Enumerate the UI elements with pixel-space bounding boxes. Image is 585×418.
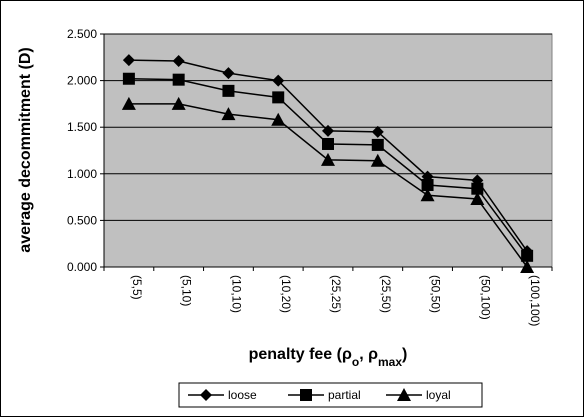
- legend-marker-loose: [200, 389, 212, 401]
- x-tick-label-3: (10,20): [279, 275, 293, 313]
- point-partial-8: [521, 249, 534, 262]
- legend-marker-partial: [300, 389, 312, 401]
- point-loyal-5: [370, 153, 385, 167]
- legend-box: [178, 382, 483, 408]
- point-loyal-1: [171, 96, 186, 110]
- legend-label-loose: loose: [228, 388, 257, 402]
- y-tick-label-0: 0.000: [67, 260, 97, 274]
- y-axis-title: average decommitment (D): [17, 47, 34, 252]
- x-tick-label-4: (25,25): [329, 275, 343, 313]
- point-loose-1: [172, 55, 185, 68]
- x-tick-label-6: (50,50): [429, 275, 443, 313]
- point-loyal-4: [321, 152, 335, 166]
- x-tick-label-0: (5,5): [130, 275, 144, 300]
- x-tick-label-2: (10,10): [229, 275, 243, 313]
- point-partial-1: [172, 73, 185, 86]
- y-tick-labels: 0.000 0.500 1.000 1.500 2.000 2.500: [67, 27, 97, 274]
- point-loose-3: [272, 74, 285, 87]
- point-loose-0: [122, 54, 135, 67]
- y-tick-label-1: 0.500: [67, 213, 97, 227]
- y-tick-label-4: 2.000: [67, 74, 97, 88]
- plot-area: [103, 33, 553, 268]
- x-tick-label-5: (25,50): [379, 275, 393, 313]
- legend-label-loyal: loyal: [426, 388, 451, 402]
- point-loyal-6: [420, 188, 435, 202]
- y-tick-label-2: 1.000: [67, 167, 97, 181]
- x-tick-labels: (5,5) (5,10) (10,10) (10,20) (25,25) (25,50) (…: [103, 267, 553, 326]
- point-partial-7: [471, 182, 484, 195]
- x-tick-label-7: (50,100): [478, 275, 492, 320]
- point-partial-5: [371, 138, 384, 151]
- point-loyal-7: [470, 191, 485, 205]
- legend-marker-loyal: [397, 388, 411, 401]
- point-partial-4: [322, 137, 334, 150]
- point-loyal-2: [221, 107, 236, 121]
- x-tick-label-1: (5,10): [180, 275, 194, 306]
- legend-label-partial: partial: [328, 388, 361, 402]
- point-loyal-0: [121, 96, 136, 110]
- x-tick-label-8: (100,100): [528, 275, 542, 326]
- y-tick-label-3: 1.500: [67, 120, 97, 134]
- point-partial-0: [122, 72, 135, 85]
- point-loose-5: [371, 125, 384, 138]
- point-partial-2: [222, 84, 235, 97]
- point-loyal-3: [271, 112, 286, 126]
- x-axis-title: penalty fee (ρo, ρmax): [249, 346, 408, 369]
- point-loose-2: [222, 67, 235, 80]
- point-partial-3: [272, 91, 285, 104]
- point-partial-6: [421, 178, 434, 191]
- series-markers: [121, 54, 535, 273]
- legend: loose partial loyal: [178, 382, 483, 408]
- point-loose-4: [322, 124, 334, 137]
- y-tick-label-5: 2.500: [67, 27, 97, 41]
